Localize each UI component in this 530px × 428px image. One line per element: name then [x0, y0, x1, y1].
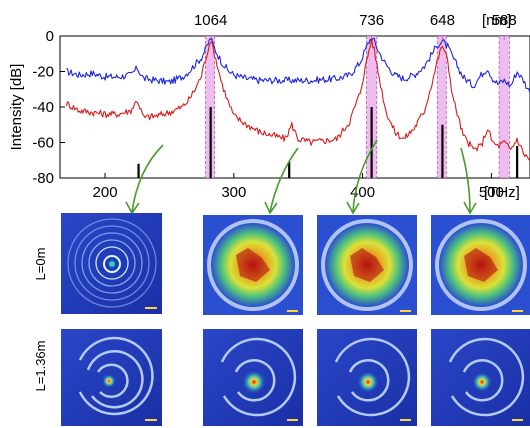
beam-image-588-1-36m [431, 329, 530, 426]
highlight-band-2 [437, 36, 447, 178]
top-axis-unit: [nm] [482, 12, 511, 29]
row-label-bottom: L=1.36m [33, 341, 48, 392]
arrow-3-head [346, 201, 360, 215]
x-tick-label-1: 300 [221, 184, 246, 201]
x-axis-unit: [THz] [484, 184, 520, 201]
row-label-top: L=0m [33, 248, 48, 281]
series-lines [65, 37, 530, 161]
beam-image-648-1-36m [317, 329, 417, 426]
highlight-band-3 [499, 36, 510, 178]
beam-image-736-1-36m [203, 329, 303, 426]
top-tick-label-1: 736 [359, 12, 384, 29]
beam-image-588-0m [431, 215, 530, 315]
series-line-0 [66, 37, 530, 93]
arrow-1 [131, 144, 164, 213]
beam-image-row-0m [61, 213, 530, 315]
top-axis: 1064 736 648 588 [194, 12, 517, 40]
y-tick-label-1: -20 [32, 64, 54, 81]
arrow-2-head [264, 201, 278, 215]
top-tick-label-3: 588 [492, 12, 517, 29]
beam-image-1064-0m [61, 213, 162, 314]
x-tick-label-3: 500 [479, 184, 504, 201]
y-tick-label-2: -40 [32, 99, 54, 116]
arrow-2 [269, 147, 299, 213]
arrow-3 [352, 139, 378, 213]
y-axis: 0 -20 -40 -60 -80 [32, 28, 65, 187]
plot-frame [59, 35, 530, 179]
beam-image-1064-1-36m [61, 329, 162, 426]
top-tick-label-2: 648 [430, 12, 455, 29]
y-tick-label-3: -60 [32, 135, 54, 152]
black-peaks [137, 107, 519, 178]
beam-image-row-1-36m [61, 329, 530, 426]
arrow-4 [460, 147, 471, 213]
arrow-4-head [463, 201, 477, 215]
y-tick-label-4: -80 [32, 170, 54, 187]
series-line-1 [65, 38, 530, 161]
beam-image-736-0m [203, 215, 303, 315]
arrows [125, 139, 477, 215]
beam-image-648-0m [317, 215, 417, 315]
y-tick-label-0: 0 [46, 28, 54, 45]
y-axis-label: Intensity [dB] [8, 64, 25, 151]
top-tick-label-0: 1064 [194, 12, 227, 29]
x-tick-label-0: 200 [93, 184, 118, 201]
